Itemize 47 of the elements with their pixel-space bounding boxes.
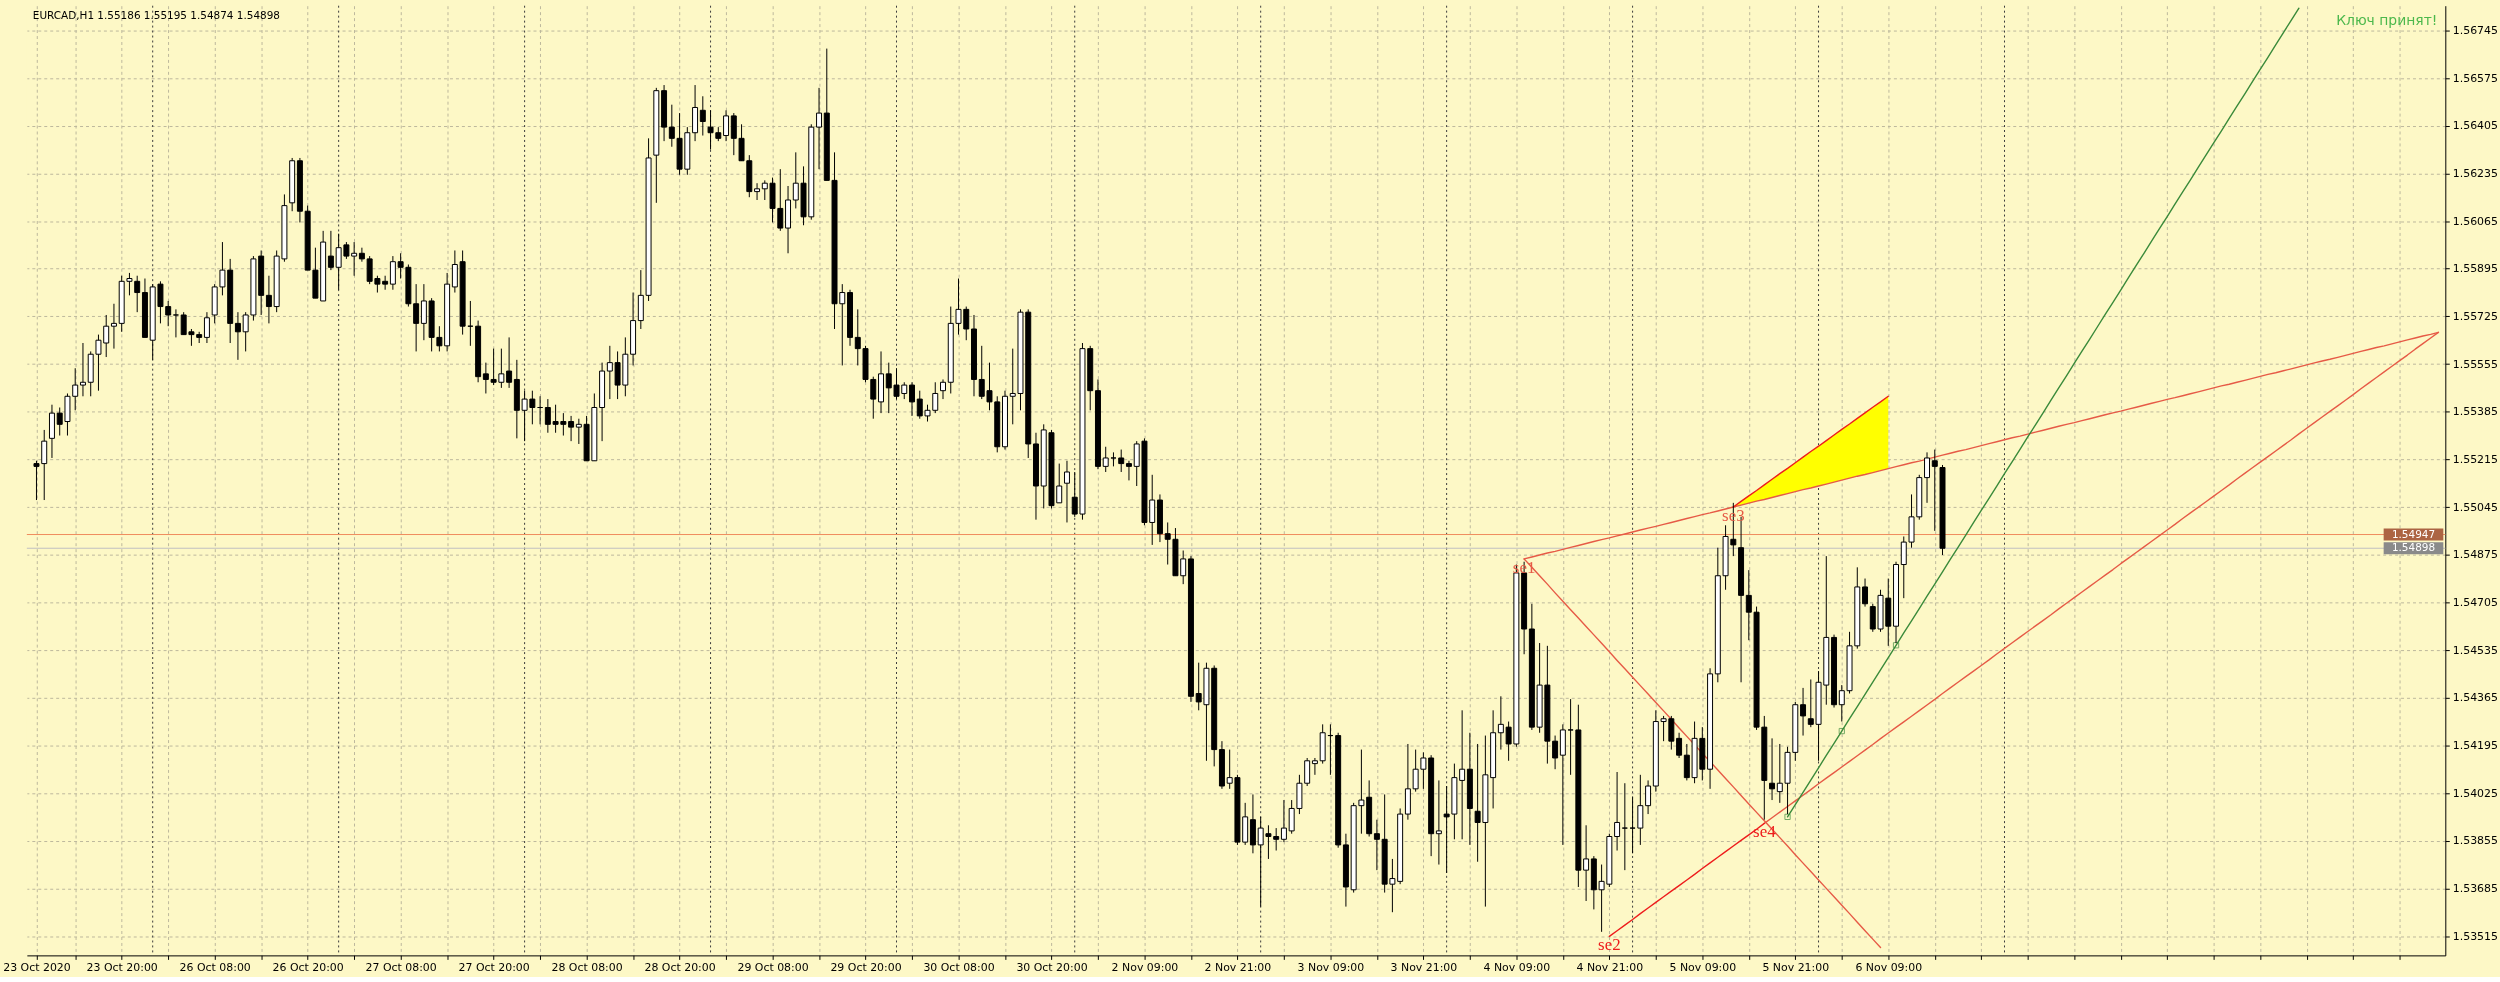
- y-tick-label: 1.56065: [2452, 214, 2498, 228]
- y-tick-label: 1.54195: [2452, 738, 2498, 752]
- ref-line-label: 1.54947: [2391, 527, 2436, 540]
- y-tick-label: 1.55385: [2452, 405, 2498, 419]
- annotation: Ключ принят!: [2336, 11, 2438, 28]
- chart-title: EURCAD,H1 1.55186 1.55195 1.54874 1.54898: [32, 8, 280, 21]
- x-tick-label: 2 Nov 09:00: [1111, 960, 1179, 974]
- data-label: se4: [1753, 822, 1777, 842]
- x-tick-label: 3 Nov 21:00: [1390, 960, 1458, 974]
- x-tick-label: 2 Nov 21:00: [1204, 960, 1272, 974]
- x-tick-label: 26 Oct 08:00: [179, 960, 251, 974]
- y-tick-label: 1.55045: [2452, 500, 2498, 514]
- data-label: se2: [1598, 935, 1621, 955]
- x-tick-label: 3 Nov 09:00: [1297, 960, 1365, 974]
- x-tick-label: 27 Oct 20:00: [458, 960, 530, 974]
- y-tick-label: 1.55895: [2452, 262, 2498, 276]
- y-tick-label: 1.56745: [2452, 23, 2498, 37]
- x-tick-label: 5 Nov 09:00: [1669, 960, 1737, 974]
- y-tick-label: 1.54025: [2452, 786, 2498, 800]
- x-tick-label: 28 Oct 08:00: [551, 960, 623, 974]
- y-tick-label: 1.55725: [2452, 309, 2498, 323]
- y-tick-label: 1.54365: [2452, 691, 2498, 705]
- y-tick-label: 1.53685: [2452, 881, 2498, 895]
- y-tick-label: 1.53515: [2452, 929, 2498, 943]
- x-tick-label: 6 Nov 09:00: [1855, 960, 1923, 974]
- y-tick-label: 1.56235: [2452, 166, 2498, 180]
- x-tick-label: 4 Nov 21:00: [1576, 960, 1644, 974]
- y-tick-label: 1.55555: [2452, 357, 2498, 371]
- y-tick-label: 1.54705: [2452, 595, 2498, 609]
- y-tick-label: 1.56575: [2452, 71, 2498, 85]
- y-tick-label: 1.56405: [2452, 119, 2498, 133]
- x-tick-label: 27 Oct 08:00: [365, 960, 437, 974]
- x-tick-label: 5 Nov 21:00: [1762, 960, 1830, 974]
- x-tick-label: 4 Nov 09:00: [1483, 960, 1551, 974]
- x-tick-label: 23 Oct 20:00: [86, 960, 158, 974]
- x-tick-label: 26 Oct 20:00: [272, 960, 344, 974]
- x-tick-label: 28 Oct 20:00: [644, 960, 716, 974]
- x-tick-label: 30 Oct 20:00: [1016, 960, 1088, 974]
- y-tick-label: 1.53855: [2452, 834, 2498, 848]
- ref-line-label: 1.54898: [2391, 541, 2436, 554]
- x-tick-label: 29 Oct 20:00: [830, 960, 902, 974]
- x-tick-label: 23 Oct 2020: [3, 960, 71, 974]
- y-tick-label: 1.54875: [2452, 548, 2498, 562]
- x-tick-label: 29 Oct 08:00: [737, 960, 809, 974]
- y-tick-label: 1.54535: [2452, 643, 2498, 657]
- y-tick-label: 1.55215: [2452, 452, 2498, 466]
- x-tick-label: 30 Oct 08:00: [923, 960, 995, 974]
